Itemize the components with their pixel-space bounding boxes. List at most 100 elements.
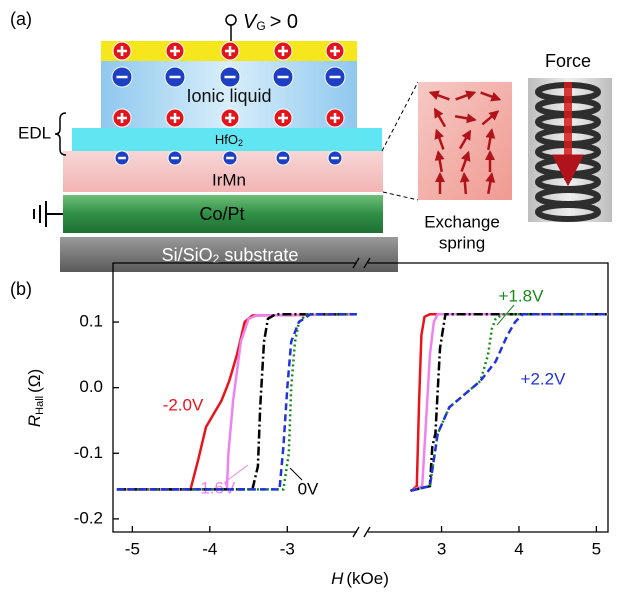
axis-break	[352, 257, 371, 538]
x-axis-title: H (kOe)	[331, 569, 389, 588]
cation	[112, 108, 132, 128]
cation-sign	[330, 113, 340, 123]
series-label: -1.6V	[195, 478, 236, 497]
hfo2-label: HfO2	[215, 132, 243, 148]
spin-arrow	[433, 107, 447, 128]
series-line	[116, 312, 608, 492]
copt-label: Co/Pt	[199, 204, 244, 224]
zoom-line	[382, 191, 419, 201]
ionic-liquid-label: Ionic liquid	[186, 86, 271, 106]
panel-label: (a)	[10, 9, 32, 29]
anion	[111, 66, 133, 88]
zoom-line	[381, 81, 419, 152]
anion	[114, 150, 130, 166]
gate-label: VG > 0	[243, 11, 298, 33]
x-tick-label: 5	[592, 539, 601, 558]
spin-arrow	[434, 128, 445, 150]
series-line	[116, 312, 608, 492]
label-pointer	[496, 304, 515, 326]
substrate-label: Si/SiO2 substrate	[162, 245, 299, 266]
y-tick-label: 0.0	[79, 377, 103, 396]
edl-brace	[54, 112, 67, 156]
copt-layer	[63, 195, 383, 233]
cation-sign	[170, 113, 180, 123]
spin-arrow	[485, 128, 496, 151]
cation-sign	[117, 113, 127, 123]
y-tick-label: 0.1	[79, 312, 103, 331]
substrate-sub: 2	[213, 252, 220, 266]
gate-symbol: V	[243, 11, 258, 33]
cation	[165, 41, 185, 61]
y-symbol: R	[25, 415, 44, 427]
y-subscript: Hall	[34, 396, 46, 415]
spin-arrow	[458, 129, 472, 150]
force-label: Force	[545, 51, 591, 71]
label-pointer	[224, 464, 249, 483]
anion	[219, 66, 241, 88]
x-unit: (kOe)	[346, 569, 389, 588]
spin-arrow	[434, 150, 445, 173]
hfo2-layer	[72, 128, 382, 151]
anion	[272, 66, 294, 88]
substrate-base: Si/SiO	[162, 245, 213, 265]
gate-subscript: G	[256, 19, 265, 33]
spin-arrow	[428, 90, 450, 101]
edl-label: EDL	[18, 123, 51, 142]
gate-condition: > 0	[270, 11, 298, 33]
spin-arrow	[485, 172, 496, 195]
spin-arrow	[480, 91, 502, 102]
cation	[325, 41, 345, 61]
cation	[273, 41, 293, 61]
panel-a: (a) VG > 0 Ionic liquid HfO2 IrMn Co/Pt S…	[10, 9, 612, 272]
anion	[275, 150, 291, 166]
y-axis-title: RHall (Ω)	[25, 369, 45, 427]
series-label: 0V	[298, 479, 319, 498]
irmn-label: IrMn	[212, 170, 246, 189]
series-label: +2.2V	[521, 369, 567, 388]
anion	[167, 150, 183, 166]
cation	[220, 108, 240, 128]
panel-label: (b)	[10, 279, 32, 299]
hfo2-sub: 2	[238, 138, 243, 148]
series-line	[116, 312, 608, 492]
cation	[273, 108, 293, 128]
cation	[220, 41, 240, 61]
label-pointer	[289, 467, 303, 481]
spring-label: spring	[439, 233, 485, 252]
x-tick-label: -5	[125, 539, 140, 558]
spin-arrow	[481, 110, 500, 126]
spin-arrow	[454, 113, 477, 124]
gate-terminal	[225, 14, 237, 26]
anion	[327, 150, 343, 166]
cation-sign	[225, 113, 235, 123]
spin-arrow	[455, 90, 477, 101]
x-symbol: H	[331, 569, 344, 588]
x-tick-label: -3	[280, 539, 295, 558]
anion	[164, 66, 186, 88]
exchange-label: Exchange	[424, 212, 500, 231]
series-label: +1.8V	[499, 286, 545, 305]
spin-arrow	[460, 150, 471, 172]
spring-coil	[535, 202, 601, 222]
spin-arrow	[459, 172, 470, 195]
axis-frame	[112, 262, 609, 533]
cation	[112, 41, 132, 61]
cation	[325, 108, 345, 128]
y-tick-label: -0.2	[74, 508, 103, 527]
x-tick-label: 4	[514, 539, 523, 558]
substrate-layer	[60, 237, 398, 272]
anion	[324, 66, 346, 88]
series-label: -2.0V	[163, 395, 204, 414]
substrate-rest: substrate	[219, 245, 298, 265]
cation-sign	[278, 113, 288, 123]
x-tick-label: 3	[437, 539, 446, 558]
y-unit: (Ω)	[25, 369, 44, 393]
panel-b: (b) H (kOe) RHall (Ω) -5 -4 -3 3 4 5 -0.2 -0.1 0.0…	[10, 257, 609, 588]
cation	[165, 108, 185, 128]
cation-sign	[225, 46, 235, 56]
cation-sign	[170, 46, 180, 56]
anion	[222, 150, 238, 166]
ground-symbol	[33, 201, 63, 227]
cation-sign	[330, 46, 340, 56]
